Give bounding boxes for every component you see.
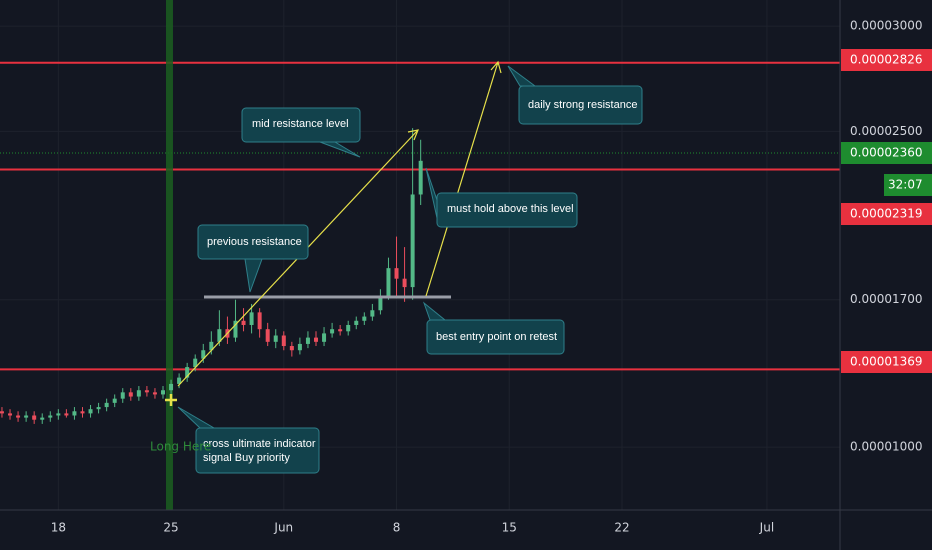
- candle-body: [362, 316, 367, 321]
- callout: [241, 107, 361, 143]
- countdown-bg: [884, 174, 932, 196]
- candle-body: [96, 407, 101, 410]
- candle-body: [386, 268, 391, 296]
- callout-text: mid resistance level: [252, 118, 349, 130]
- candle-body: [241, 320, 246, 325]
- candle-body: [297, 343, 302, 351]
- candle-body: [152, 392, 157, 395]
- candles: [0, 128, 423, 424]
- candle-body: [120, 392, 125, 399]
- arrow-head: [490, 60, 502, 74]
- candle-body: [177, 377, 182, 384]
- callout: [197, 224, 309, 260]
- candle-body: [88, 409, 93, 414]
- arrow-head: [407, 129, 419, 141]
- candle-body: [233, 320, 238, 338]
- candle-body: [16, 415, 21, 418]
- callout-text: signal Buy priority: [203, 452, 290, 464]
- level-label: 0.00002319: [850, 207, 923, 221]
- cross-marker: [165, 394, 177, 406]
- level-label-bg: [841, 49, 932, 71]
- candle-body: [265, 329, 270, 342]
- countdown: 32:07: [888, 178, 923, 192]
- price-axis-bg: [840, 0, 932, 550]
- x-tick-label: 25: [163, 521, 178, 535]
- candle-body: [346, 324, 351, 332]
- candle-body: [56, 413, 61, 416]
- candle-body: [330, 329, 335, 334]
- candle-body: [273, 335, 278, 342]
- callout-text: must hold above this level: [447, 203, 574, 215]
- arrow: [425, 61, 499, 297]
- signal-line: [166, 0, 173, 510]
- callout: [518, 85, 643, 125]
- callout: [436, 192, 578, 228]
- candle-body: [48, 415, 53, 418]
- signal-label: Long Here: [150, 440, 211, 454]
- candle-body: [281, 335, 286, 347]
- candle-body: [249, 312, 254, 325]
- candle-body: [0, 411, 4, 414]
- candle-body: [161, 390, 166, 395]
- candle-body: [24, 415, 29, 418]
- y-tick-label: 0.00003000: [850, 19, 923, 33]
- callout-text: cross ultimate indicator: [203, 438, 316, 450]
- candle-body: [128, 392, 133, 397]
- last-price-label: 0.00002360: [850, 146, 923, 160]
- candle-body: [185, 367, 190, 378]
- candle-body: [72, 411, 77, 416]
- candle-body: [104, 402, 109, 408]
- candle-body: [32, 415, 37, 420]
- candle-body: [289, 346, 294, 351]
- level-label-bg: [841, 351, 932, 373]
- y-tick-label: 0.00001700: [850, 292, 923, 306]
- candle-body: [370, 310, 375, 317]
- level-label: 0.00001369: [850, 355, 923, 369]
- candle-body: [322, 333, 327, 342]
- x-tick-label: Jul: [759, 521, 774, 535]
- last-price-bg: [841, 142, 932, 164]
- candle-body: [305, 337, 310, 344]
- candle-body: [410, 194, 415, 288]
- candle-body: [217, 329, 222, 342]
- candle-body: [144, 390, 149, 393]
- callout-text: previous resistance: [207, 236, 302, 248]
- candle-body: [378, 295, 383, 311]
- candle-body: [338, 329, 343, 332]
- x-tick-label: 18: [51, 521, 66, 535]
- candle-body: [354, 320, 359, 325]
- annotations: mid resistance level daily strong resista…: [150, 65, 643, 474]
- x-tick-label: 15: [502, 521, 517, 535]
- x-tick-label: 8: [393, 521, 401, 535]
- callout-text: daily strong resistance: [528, 99, 637, 111]
- level-label: 0.00002826: [850, 53, 923, 67]
- level-label-bg: [841, 203, 932, 225]
- axis-labels: 0.00003000 0.00002500 0.00001700 0.00001000…: [51, 19, 932, 535]
- y-tick-label: 0.00002500: [850, 124, 923, 138]
- callout-text: best entry point on retest: [436, 331, 557, 343]
- candle-body: [112, 398, 117, 403]
- candle-body: [64, 413, 69, 416]
- y-tick-label: 0.00001000: [850, 440, 923, 454]
- callout: [426, 319, 565, 355]
- x-tick-label: Jun: [273, 521, 293, 535]
- candle-body: [209, 341, 214, 351]
- candle-body: [201, 350, 206, 359]
- candle-body: [394, 268, 399, 279]
- candle-body: [402, 278, 407, 288]
- candle-body: [8, 413, 13, 416]
- candle-body: [193, 358, 198, 368]
- candle-body: [257, 312, 262, 330]
- candle-body: [314, 337, 318, 342]
- candle-body: [40, 417, 45, 420]
- callout: [195, 427, 320, 474]
- candle-body: [80, 411, 85, 414]
- candle-body: [418, 160, 423, 195]
- candle-body: [169, 383, 174, 391]
- x-tick-label: 22: [614, 521, 629, 535]
- candle-body: [136, 390, 141, 397]
